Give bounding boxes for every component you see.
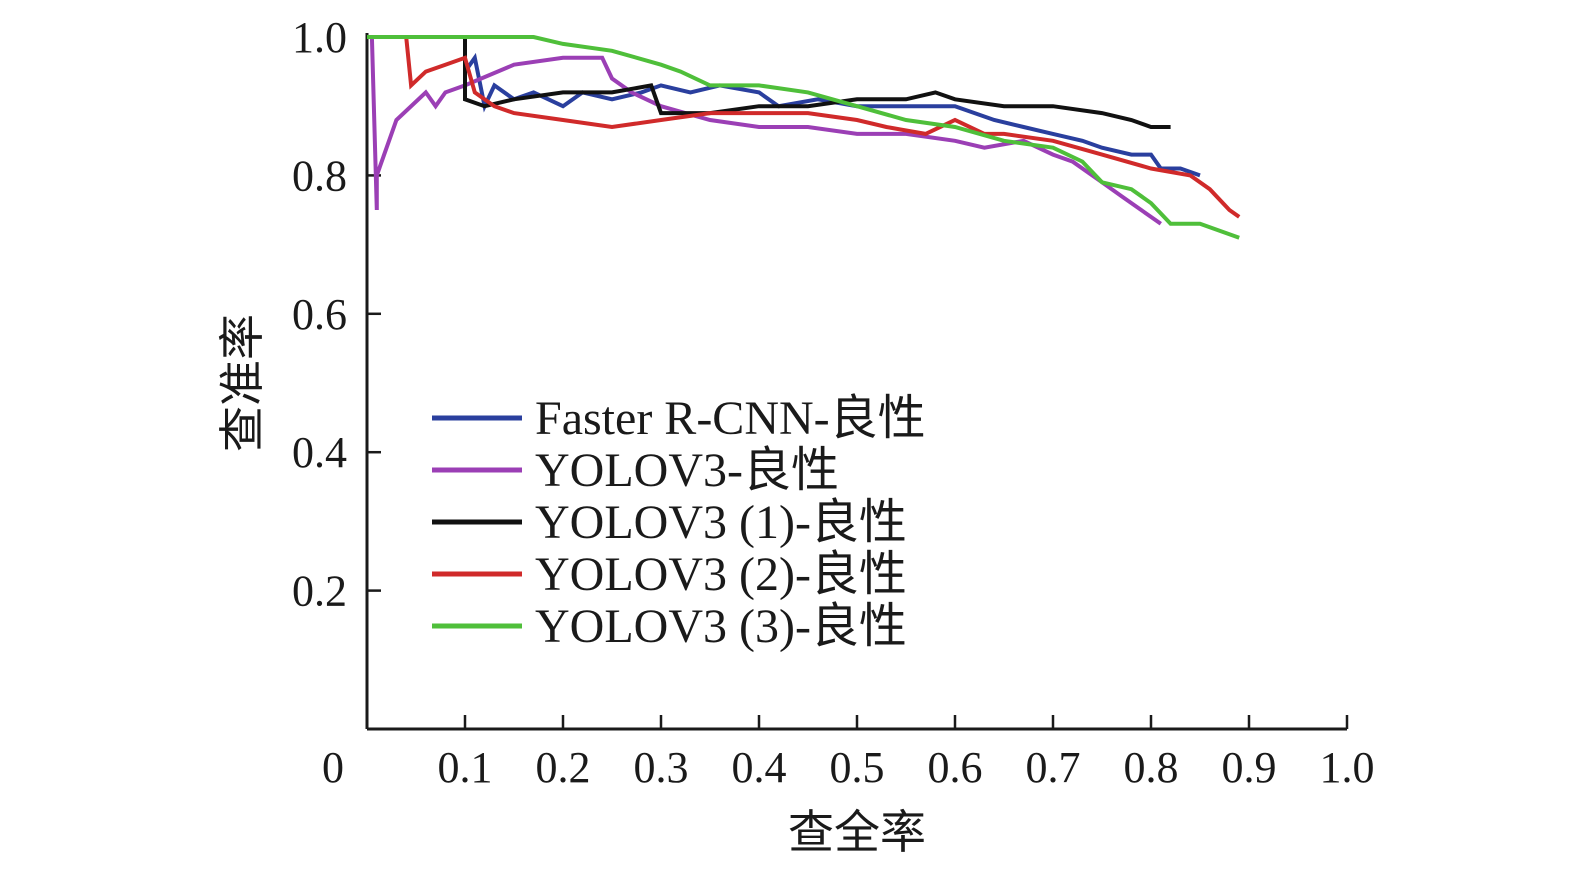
series-line-5	[367, 35, 1240, 240]
y-tick-label: 0.2	[292, 567, 347, 616]
legend-label-4: YOLOV3 (2)-良性	[535, 548, 907, 601]
series-line-3	[367, 35, 1171, 129]
series-group	[367, 35, 1241, 240]
x-tick-label: 0.9	[1222, 743, 1277, 792]
x-tick-label: 0.8	[1124, 743, 1179, 792]
series-line-4	[367, 35, 1241, 219]
x-tick-label: 0	[322, 743, 344, 792]
y-tick-label: 0.8	[292, 151, 347, 200]
x-tick-label: 1.0	[1320, 743, 1375, 792]
y-ticks: 0.2 0.4 0.6 0.8 1.0	[292, 13, 381, 616]
x-ticks: 0 0.1 0.2 0.3 0.4 0.5 0.6 0.7 0.8 0.9 1.0	[322, 715, 1375, 792]
x-tick-label: 0.3	[634, 743, 689, 792]
series-line-2	[367, 35, 1162, 226]
x-tick-label: 0.5	[830, 743, 885, 792]
legend-label-2: YOLOV3-良性	[535, 444, 839, 497]
legend-label-1: Faster R-CNN-良性	[535, 392, 926, 445]
x-tick-label: 0.6	[928, 743, 983, 792]
y-axis-title: 查准率	[215, 314, 269, 452]
x-tick-label: 0.7	[1026, 743, 1081, 792]
x-tick-label: 0.2	[536, 743, 591, 792]
legend-label-3: YOLOV3 (1)-良性	[535, 496, 907, 549]
x-tick-label: 0.4	[732, 743, 787, 792]
y-tick-label: 0.6	[292, 290, 347, 339]
y-tick-label: 0.4	[292, 428, 347, 477]
legend-label-5: YOLOV3 (3)-良性	[535, 600, 907, 653]
y-tick-label: 1.0	[292, 13, 347, 62]
x-tick-label: 0.1	[438, 743, 493, 792]
x-axis-title: 查全率	[788, 805, 926, 859]
